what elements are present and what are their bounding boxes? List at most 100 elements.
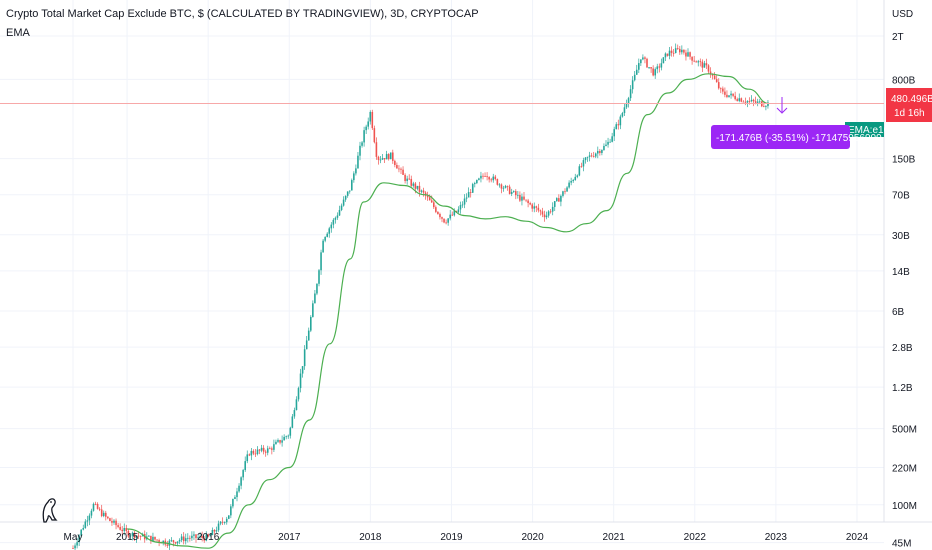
candle-body — [213, 529, 216, 532]
candle-body — [392, 152, 394, 161]
candle-body — [465, 197, 468, 199]
measurement-tooltip — [711, 125, 850, 149]
candle-body — [722, 88, 724, 92]
candle-body — [646, 58, 648, 68]
measure-arrow-icon — [776, 97, 788, 114]
candle-body — [586, 156, 589, 158]
candle-body — [187, 537, 189, 539]
candle-body — [617, 124, 620, 126]
candle-body — [346, 191, 349, 196]
candle-body — [648, 67, 650, 68]
candle-body — [670, 50, 673, 53]
candle-body — [717, 82, 720, 89]
candle-body — [389, 152, 392, 160]
candle-body — [209, 535, 212, 537]
y-tick-label: 150B — [892, 155, 916, 166]
candle-body — [709, 71, 712, 75]
candle-body — [207, 534, 210, 537]
candle-body — [551, 206, 554, 212]
candle-body — [463, 198, 466, 205]
candle-body — [506, 185, 509, 187]
candle-body — [135, 535, 138, 538]
candle-body — [137, 535, 140, 537]
candle-body — [724, 91, 726, 95]
x-tick-label: 2018 — [359, 532, 382, 543]
candle-body — [500, 184, 503, 189]
candle-body — [615, 124, 618, 130]
candle-body — [96, 503, 99, 509]
indicator-legend[interactable]: EMA — [6, 27, 30, 39]
candle-body — [416, 185, 419, 189]
candle-body — [535, 206, 538, 208]
candle-body — [92, 503, 95, 511]
candle-body — [150, 535, 152, 542]
candle-body — [367, 121, 369, 127]
candle-body — [355, 168, 357, 174]
last-price-value: 480.496B — [891, 94, 932, 105]
y-tick-label: 30B — [892, 231, 910, 242]
candle-body — [74, 545, 76, 549]
candle-body — [705, 63, 708, 66]
candle-body — [166, 544, 169, 546]
candle-body — [377, 156, 380, 160]
candle-body — [387, 154, 390, 160]
candle-body — [441, 217, 443, 219]
y-tick-label: 1.2B — [892, 383, 913, 394]
candle-body — [90, 510, 93, 516]
candle-body — [248, 454, 251, 456]
candle-body — [232, 498, 234, 507]
candle-body — [330, 224, 333, 229]
candle-body — [674, 48, 677, 54]
candle-body — [215, 530, 218, 532]
candle-body — [451, 214, 454, 216]
candle-body — [443, 218, 445, 223]
candle-body — [539, 210, 542, 212]
candle-body — [691, 56, 693, 61]
candle-body — [219, 521, 222, 524]
candle-body — [269, 448, 271, 450]
candle-body — [236, 491, 238, 498]
y-tick-label: 100M — [892, 501, 917, 512]
candle-body — [256, 449, 259, 455]
candle-body — [469, 192, 472, 193]
candle-body — [338, 209, 341, 216]
candle-body — [281, 440, 283, 443]
candle-body — [758, 101, 761, 103]
candle-body — [158, 540, 160, 543]
candle-body — [689, 52, 691, 57]
candle-body — [383, 158, 386, 160]
candle-body — [314, 293, 316, 304]
candle-body — [203, 537, 205, 541]
candle-body — [115, 520, 117, 526]
candle-body — [584, 157, 587, 161]
candle-body — [297, 388, 300, 400]
candle-body — [471, 184, 474, 193]
candle-body — [685, 52, 687, 57]
candle-body — [295, 399, 298, 411]
candle-body — [435, 207, 437, 212]
candle-body — [703, 63, 706, 68]
candle-body — [541, 211, 544, 215]
candle-body — [730, 93, 732, 96]
candle-body — [414, 183, 417, 189]
candle-body — [492, 176, 495, 181]
candle-body — [738, 98, 741, 101]
candle-body — [752, 99, 755, 102]
candle-body — [654, 69, 656, 76]
candle-body — [668, 50, 671, 56]
candle-body — [428, 197, 431, 201]
candle-body — [560, 195, 562, 202]
x-tick-label: May — [64, 532, 83, 543]
candle-body — [201, 535, 203, 538]
candles — [72, 43, 769, 550]
candle-body — [125, 528, 128, 531]
candle-body — [683, 49, 685, 53]
candle-body — [642, 57, 644, 60]
candle-body — [664, 53, 667, 58]
candle-body — [152, 536, 154, 542]
candle-body — [517, 194, 519, 196]
candle-body — [519, 194, 521, 201]
candle-body — [133, 532, 136, 538]
candle-body — [740, 98, 743, 102]
